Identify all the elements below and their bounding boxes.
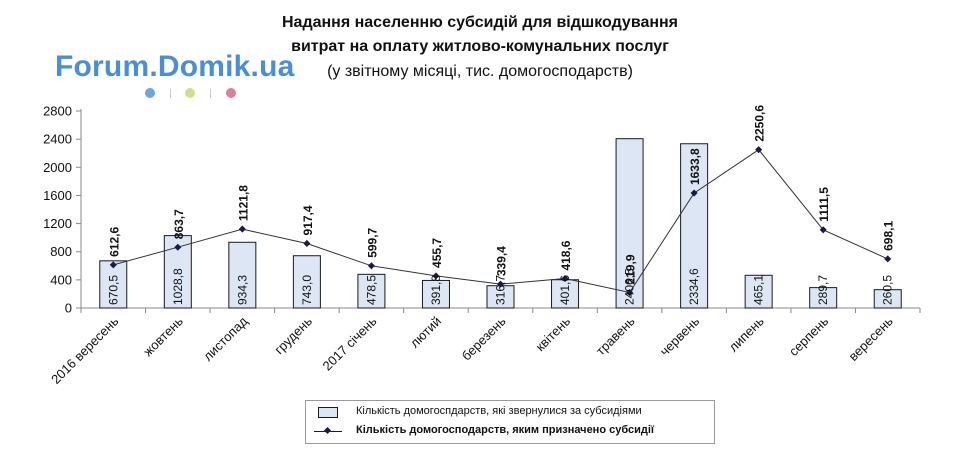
y-tick-label: 2000	[43, 160, 72, 175]
y-tick-label: 2800	[43, 104, 72, 119]
bar	[228, 241, 257, 309]
line-marker	[367, 262, 375, 270]
line-marker	[626, 288, 634, 297]
line-marker	[432, 272, 440, 280]
bar	[99, 260, 128, 309]
x-category-label: серпень	[786, 313, 832, 359]
x-category-label: вересень	[846, 313, 896, 363]
chart-title-line1: Надання населенню субсидій для відшкодув…	[281, 14, 679, 31]
bar-value-label: 401,6	[558, 275, 572, 305]
bar	[292, 255, 321, 309]
chart-subtitle: (у звітному місяці, тис. домогосподарств…	[327, 63, 633, 80]
line-marker	[690, 189, 698, 197]
line-value-label: 599,7	[365, 227, 379, 257]
chart-title-line2: витрат на оплату житлово-комунальних пос…	[291, 38, 669, 55]
watermark-separator	[210, 89, 211, 98]
x-category-label: червень	[657, 313, 703, 359]
line-marker	[496, 280, 505, 288]
line-value-label: 1121,8	[236, 185, 250, 221]
x-category-label: 2017 січень	[320, 313, 380, 373]
legend-marker-icon	[323, 426, 332, 435]
line-value-label: 612,6	[107, 227, 121, 257]
watermark-logo: Forum.Domik.ua	[55, 50, 295, 83]
bar-value-label: 391,8	[429, 275, 443, 305]
bar-value-label: 743,0	[300, 275, 314, 305]
x-category-label: листопад	[200, 313, 251, 364]
bar-value-label: 2334,6	[687, 268, 701, 305]
watermark-dot-blue	[145, 88, 155, 98]
y-tick-label: 0	[65, 301, 72, 316]
bar	[744, 274, 773, 309]
y-tick-label: 800	[50, 244, 72, 259]
bar-value-label: 289,7	[816, 275, 830, 305]
bar-value-label: 260,5	[881, 275, 895, 305]
line-value-label: 219,9	[624, 254, 638, 284]
line-value-label: 917,4	[301, 205, 315, 235]
line-value-label: 698,1	[882, 221, 896, 251]
bar	[357, 273, 386, 309]
watermark-separator	[170, 89, 171, 98]
line-marker	[755, 146, 763, 154]
line-value-label: 339,4	[495, 246, 509, 276]
chart-legend: Кількість домогоспдарств, які звернулися…	[305, 400, 715, 444]
line-value-label: 2250,6	[753, 105, 767, 142]
legend-item-bars: Кількість домогоспдарств, які звернулися…	[306, 403, 714, 423]
bar-value-label: 934,3	[235, 275, 249, 305]
legend-item-line: Кількість домогосподарств, яким призначе…	[306, 422, 714, 442]
line-value-label: 455,7	[430, 238, 444, 268]
bar-value-label: 2406,5	[623, 268, 637, 305]
watermark-dot-green	[185, 88, 195, 98]
x-category-label: квітень	[533, 313, 574, 354]
bar	[615, 138, 644, 309]
line-value-label: 1111,5	[817, 187, 831, 222]
bar	[680, 143, 709, 309]
line-marker	[561, 275, 569, 283]
x-category-label: березень	[459, 313, 509, 363]
y-tick-label: 1600	[43, 188, 72, 203]
legend-bar-swatch	[318, 407, 338, 418]
x-category-label: жовтень	[140, 313, 186, 359]
legend-label-bars: Кількість домогоспдарств, які звернулися…	[356, 405, 642, 417]
line-marker	[884, 255, 892, 263]
bar	[551, 279, 580, 309]
bar-value-label: 478,5	[364, 275, 378, 305]
x-category-label: травень	[593, 313, 638, 358]
line-marker	[109, 261, 117, 269]
bar	[421, 279, 450, 309]
bar-value-label: 465,1	[752, 275, 766, 305]
bar-value-label: 316,7	[494, 275, 508, 305]
line-value-label: 1633,8	[688, 148, 702, 185]
watermark-dot-pink	[226, 88, 236, 98]
y-tick-label: 1200	[43, 216, 72, 231]
line-marker	[174, 243, 182, 251]
bar-value-label: 670,5	[106, 275, 120, 305]
y-tick-label: 2400	[43, 132, 72, 147]
bar-value-label: 1028,8	[171, 268, 185, 305]
bar	[873, 289, 902, 309]
legend-label-line: Кількість домогосподарств, яким призначе…	[356, 424, 654, 436]
x-category-label: грудень	[271, 313, 315, 357]
y-tick-label: 400	[50, 272, 72, 287]
x-category-label: липень	[726, 313, 767, 354]
line-marker	[819, 226, 827, 234]
line-value-label: 863,7	[172, 209, 186, 239]
bar	[809, 287, 838, 309]
line-value-label: 418,6	[559, 240, 573, 270]
x-category-label: 2016 вересень	[48, 313, 121, 386]
line-marker	[238, 225, 246, 233]
line-marker	[303, 239, 311, 247]
x-category-label: лютий	[407, 314, 444, 351]
